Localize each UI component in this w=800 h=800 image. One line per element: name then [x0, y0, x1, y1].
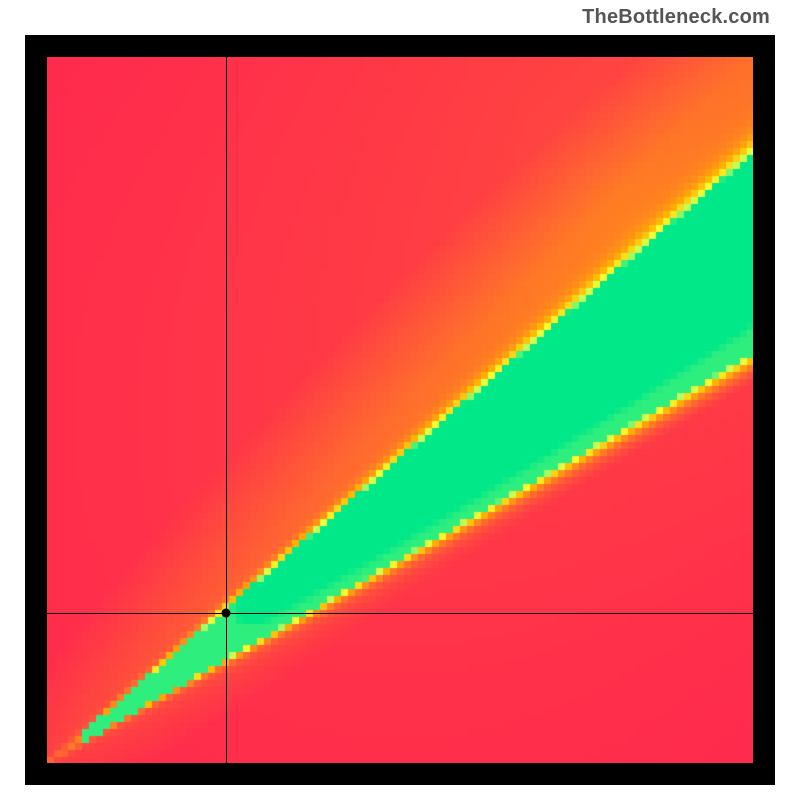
- plot-area: [47, 57, 753, 763]
- attribution-text: TheBottleneck.com: [582, 6, 770, 29]
- heatmap-canvas: [47, 57, 753, 763]
- root-container: TheBottleneck.com: [0, 0, 800, 800]
- marker-dot: [221, 609, 230, 618]
- chart-frame: [25, 35, 775, 785]
- crosshair-vertical: [226, 57, 227, 763]
- crosshair-horizontal: [47, 613, 753, 614]
